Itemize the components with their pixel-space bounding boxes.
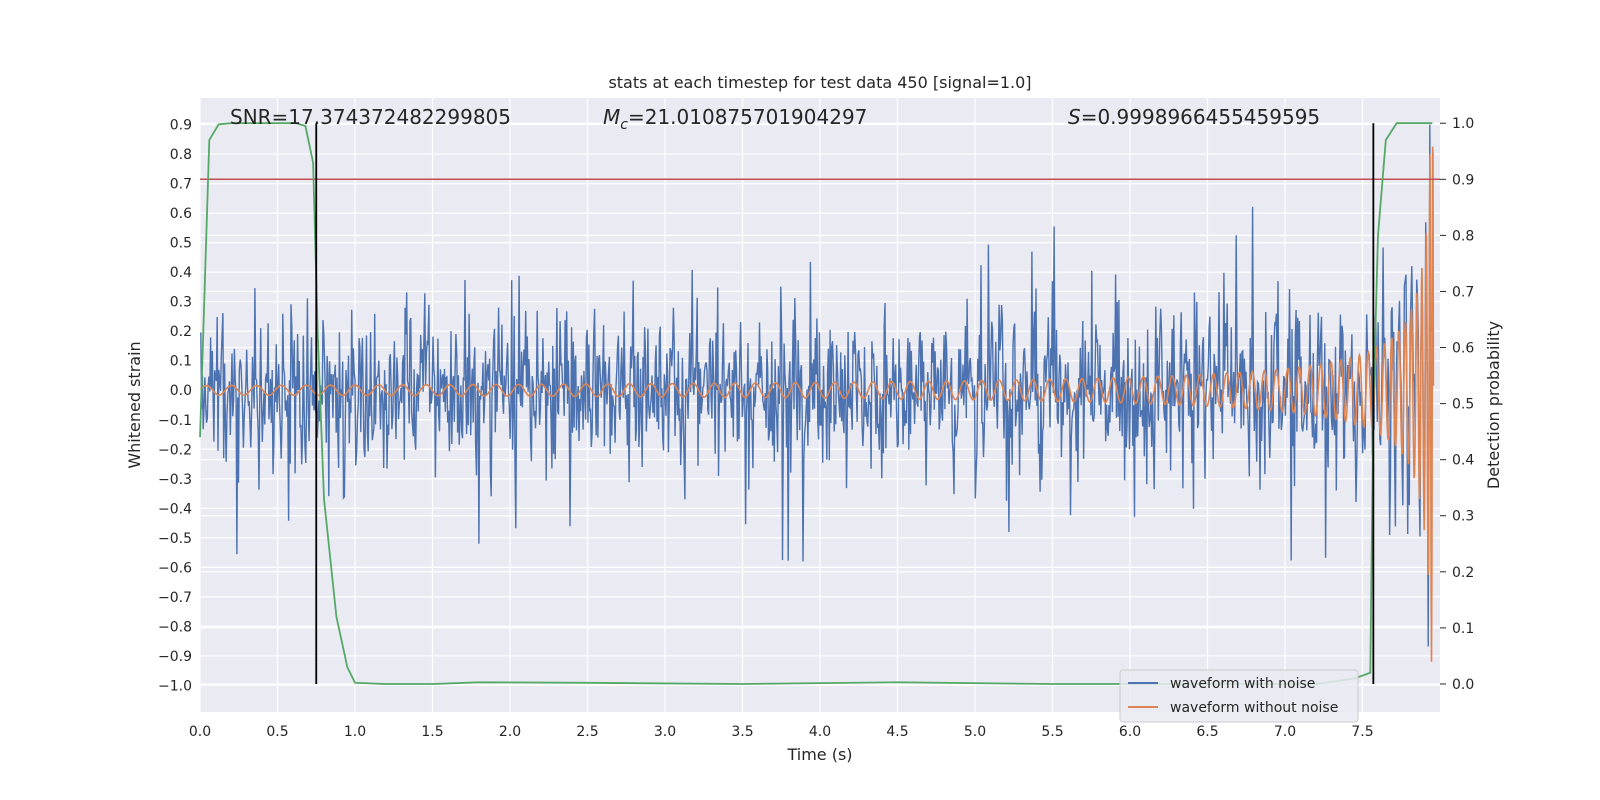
x-tick-label: 4.5 bbox=[886, 724, 908, 740]
legend-label-clean: waveform without noise bbox=[1170, 700, 1338, 716]
x-tick-label: 1.5 bbox=[421, 724, 443, 740]
y-tick-label: 0.7 bbox=[170, 177, 192, 193]
x-tick-label: 3.0 bbox=[654, 724, 676, 740]
x-tick-label: 6.0 bbox=[1119, 724, 1141, 740]
y2-axis-label: Detection probability bbox=[1484, 321, 1503, 489]
x-tick-label: 7.0 bbox=[1274, 724, 1296, 740]
x-tick-label: 5.0 bbox=[964, 724, 986, 740]
y2-tick-label: 0.7 bbox=[1452, 284, 1474, 300]
series-waveform-with-noise bbox=[200, 124, 1432, 647]
x-tick-label: 0.0 bbox=[189, 724, 211, 740]
y-tick-label: −0.2 bbox=[158, 442, 192, 458]
y-tick-label: 0.0 bbox=[170, 383, 192, 399]
y2-tick-label: 0.6 bbox=[1452, 341, 1474, 357]
chirp-mass-stat: Mc=21.010875701904297 bbox=[603, 105, 867, 133]
y2-tick-label: 0.0 bbox=[1452, 677, 1474, 693]
x-tick-label: 6.5 bbox=[1196, 724, 1218, 740]
y-tick-label: −0.8 bbox=[158, 619, 192, 635]
y-tick-label: 0.1 bbox=[170, 354, 192, 370]
y-tick-label: −0.9 bbox=[158, 649, 192, 665]
y-tick-label: −0.6 bbox=[158, 560, 192, 576]
y2-tick-label: 0.9 bbox=[1452, 172, 1474, 188]
ticks: 0.0 0.5 1.0 1.5 2.0 2.5 3.0 3.5 4.0 4.5 5.0 5.5 6.0 6… bbox=[158, 116, 1474, 740]
y-tick-label: 0.3 bbox=[170, 295, 192, 311]
y-tick-label: 0.6 bbox=[170, 206, 192, 222]
y-tick-label: 0.9 bbox=[170, 118, 192, 134]
y-tick-label: −0.1 bbox=[158, 413, 192, 429]
snr-stat: SNR=17.374372482299805 bbox=[230, 105, 511, 129]
y2-tick-label: 0.4 bbox=[1452, 453, 1474, 469]
y-tick-label: −0.5 bbox=[158, 531, 192, 547]
y2-tick-label: 1.0 bbox=[1452, 116, 1474, 132]
legend: waveform with noise waveform without noi… bbox=[1119, 669, 1359, 723]
x-tick-label: 1.0 bbox=[344, 724, 366, 740]
series-waveform-without-noise bbox=[200, 146, 1435, 662]
y-tick-label: −1.0 bbox=[158, 678, 192, 694]
legend-box bbox=[1119, 669, 1359, 723]
y-tick-label: −0.4 bbox=[158, 501, 192, 517]
y-axis-label: Whitened strain bbox=[125, 341, 144, 468]
x-axis-label: Time (s) bbox=[786, 745, 852, 764]
y-tick-label: −0.7 bbox=[158, 590, 192, 606]
y-tick-label: −0.3 bbox=[158, 472, 192, 488]
series-detection-probability bbox=[199, 122, 1433, 685]
chart-title: stats at each timestep for test data 450… bbox=[608, 73, 1031, 92]
y-tick-label: 0.5 bbox=[170, 236, 192, 252]
y-tick-label: 0.8 bbox=[170, 147, 192, 163]
y-tick-label: 0.4 bbox=[170, 265, 192, 281]
score-stat: S=0.9998966455459595 bbox=[1068, 105, 1320, 129]
y-tick-label: 0.2 bbox=[170, 324, 192, 340]
y2-tick-label: 0.1 bbox=[1452, 621, 1474, 637]
y2-tick-label: 0.3 bbox=[1452, 509, 1474, 525]
x-tick-label: 2.0 bbox=[499, 724, 521, 740]
y2-tick-label: 0.5 bbox=[1452, 397, 1474, 413]
y2-tick-label: 0.8 bbox=[1452, 228, 1474, 244]
x-tick-label: 2.5 bbox=[576, 724, 598, 740]
x-tick-label: 3.5 bbox=[731, 724, 753, 740]
legend-label-noise: waveform with noise bbox=[1170, 676, 1315, 692]
y2-tick-label: 0.2 bbox=[1452, 565, 1474, 581]
series-layer bbox=[199, 122, 1440, 685]
x-tick-label: 5.5 bbox=[1041, 724, 1063, 740]
x-tick-label: 0.5 bbox=[266, 724, 288, 740]
x-tick-label: 7.5 bbox=[1351, 724, 1373, 740]
x-tick-label: 4.0 bbox=[809, 724, 831, 740]
